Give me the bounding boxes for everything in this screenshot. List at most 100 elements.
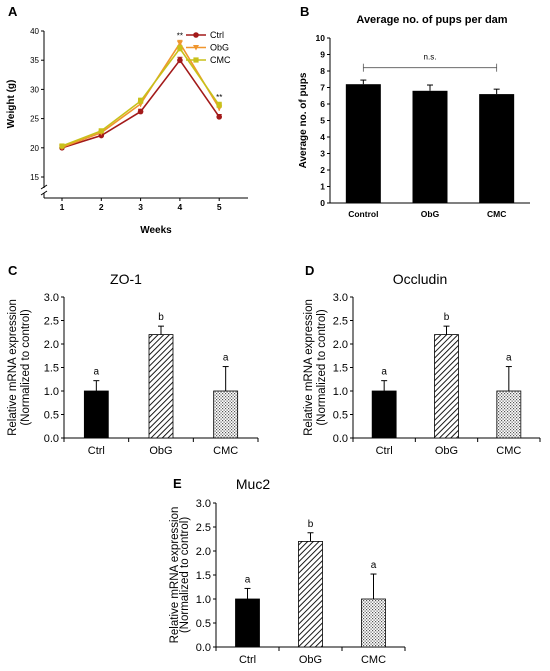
y-tick-label: 3.0 [333,292,348,304]
bracket-label: n.s. [424,53,437,62]
x-tick-label: 2 [99,202,104,212]
bar [83,390,109,439]
y-tick-label: 4 [320,132,325,142]
bar [496,390,522,439]
bar [235,598,260,648]
y-tick-label: 8 [320,66,325,76]
y-tick-label: 2.5 [196,522,211,534]
significance-letter: a [94,367,100,378]
x-tick-label: Ctrl [239,654,256,666]
x-tick-label: ObG [149,445,172,457]
y-axis-label: Average no. of pups [298,72,309,168]
y-tick-label: 0.5 [44,410,59,422]
y-tick-label: 40 [30,27,39,36]
panel-c: C 0.0 0.5 1.0 1.5 2.0 2.5 3.0 Ctrl a ObG b CMC a ZO-1 R… [7,263,259,457]
y-tick-label: 1.5 [333,363,348,375]
y-tick-label: 30 [30,85,39,94]
panel-b: B 0 1 2 3 4 5 6 7 8 9 10 Control ObG CMC Average no. of… [298,4,530,219]
data-point [59,143,65,149]
bar [412,90,448,203]
y-tick-label: 0.0 [333,433,348,445]
y-tick-label: 1.0 [196,594,211,606]
data-point [137,108,144,115]
series-cmc: CMC [59,45,231,149]
y-tick-label: 1.0 [333,386,348,398]
y-tick-label: 0 [320,198,325,208]
y-axis-label: Relative mRNA expression [169,507,181,644]
y-tick-label: 1.0 [44,386,59,398]
panel-letter-c: C [8,263,18,278]
x-tick-label: ObG [421,209,440,219]
y-tick-label: 2.0 [44,339,59,351]
y-axis-label: (Normalized to control) [20,309,32,425]
significance-letter: b [308,519,314,530]
data-point [176,40,183,47]
significance-letter: a [381,367,387,378]
panel-e: E 0.0 0.5 1.0 1.5 2.0 2.5 3.0 Ctrl a ObG b CMC a Muc2 R… [169,476,406,666]
significance-letter: b [444,312,450,323]
axis-break-mark [40,184,48,190]
data-point [216,114,222,120]
x-tick-label: ObG [435,445,458,457]
y-tick-label: 3.0 [196,498,211,510]
chart-title: Occludin [393,271,447,287]
y-tick-label: 35 [30,56,39,65]
y-axis-label: (Normalized to control) [179,517,191,633]
y-tick-label: 15 [30,173,39,182]
x-axis-label: Weeks [140,225,172,236]
y-tick-label: 1.5 [44,363,59,375]
x-tick-label: 1 [60,202,65,212]
significance-marker: ** [177,31,183,40]
y-tick-label: 0.0 [196,642,211,654]
x-tick-label: 5 [217,202,222,212]
bar [479,94,515,203]
significance-letter: a [371,560,377,571]
y-axis-label: Weight (g) [6,80,17,129]
y-tick-label: 2.5 [44,316,59,328]
bar [298,541,323,648]
legend-marker [193,45,199,51]
panel-a: A 15 20 25 30 35 40 1 2 3 4 5 Weeks Weight (g) Ctrl ObG… [6,4,248,236]
y-axis-label: (Normalized to control) [316,309,328,425]
significance-letter: a [245,574,251,585]
x-tick-label: Ctrl [376,445,393,457]
y-tick-label: 9 [320,50,325,60]
significance-letter: b [158,312,164,323]
chart-title: Muc2 [236,476,270,492]
legend-label: Ctrl [210,30,224,40]
panel-letter-d: D [305,263,314,278]
significance-letter: a [223,353,229,364]
y-tick-label: 0.5 [333,410,348,422]
x-tick-label: CMC [361,654,386,666]
significance-marker: ** [216,93,222,102]
y-tick-label: 2.0 [333,339,348,351]
y-tick-label: 6 [320,99,325,109]
legend-label: CMC [210,55,231,65]
bar [371,390,397,439]
panel-letter-a: A [8,4,18,19]
significance-letter: a [506,353,512,364]
series-line [61,47,220,147]
panel-d: D 0.0 0.5 1.0 1.5 2.0 2.5 3.0 Ctrl a ObG b CMC a Occlu… [303,263,541,457]
x-tick-label: CMC [496,445,521,457]
y-tick-label: 25 [30,115,39,124]
x-tick-label: Control [348,209,378,219]
y-tick-label: 20 [30,144,39,153]
y-axis-label: Relative mRNA expression [7,299,19,436]
data-point [216,102,222,108]
panel-letter-e: E [173,476,182,491]
y-tick-label: 3.0 [44,292,59,304]
legend-marker [193,57,199,63]
axis-break-mark [40,190,48,196]
y-tick-label: 2 [320,165,325,175]
y-tick-label: 2.0 [196,546,211,558]
legend-label: ObG [210,43,229,53]
x-tick-label: 3 [138,202,143,212]
bar [148,334,174,439]
data-point [177,57,183,63]
x-tick-label: CMC [487,209,506,219]
data-point [177,45,183,52]
data-point [138,98,144,104]
y-axis-label: Relative mRNA expression [303,299,315,436]
